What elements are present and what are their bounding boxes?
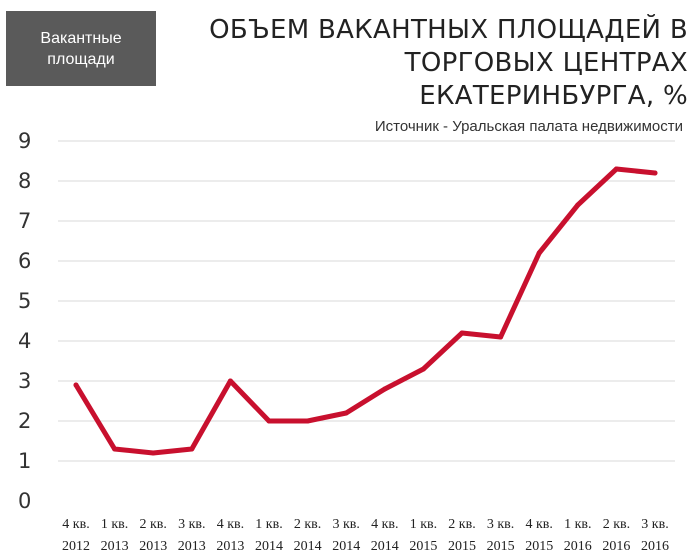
x-tick-label-quarter: 4 кв.	[62, 517, 89, 532]
section-tag-label: Вакантные площади	[40, 29, 122, 68]
y-tick-label: 6	[18, 249, 31, 273]
x-tick-label-quarter: 1 кв.	[410, 517, 437, 532]
series-line	[73, 166, 658, 456]
data-point	[189, 446, 195, 452]
x-tick-label-quarter: 2 кв.	[448, 517, 475, 532]
y-tick-label: 5	[18, 289, 31, 313]
data-point	[575, 202, 581, 208]
x-tick-label-year: 2015	[448, 539, 476, 554]
y-tick-label: 1	[18, 449, 31, 473]
y-tick-label: 7	[18, 209, 31, 233]
x-tick-label-quarter: 3 кв.	[487, 517, 514, 532]
data-point	[73, 382, 79, 388]
y-tick-label: 2	[18, 409, 31, 433]
data-point	[652, 170, 658, 176]
x-tick-label-year: 2012	[62, 539, 90, 554]
data-point	[613, 166, 619, 172]
x-tick-label-year: 2015	[409, 539, 437, 554]
data-point	[459, 330, 465, 336]
x-tick-label-year: 2016	[641, 539, 669, 554]
x-tick-label-year: 2016	[564, 539, 592, 554]
data-point	[536, 250, 542, 256]
data-point	[420, 366, 426, 372]
x-tick-label-quarter: 2 кв.	[603, 517, 630, 532]
x-tick-label-year: 2013	[139, 539, 167, 554]
x-tick-label-quarter: 2 кв.	[139, 517, 166, 532]
data-point	[112, 446, 118, 452]
x-tick-label-year: 2015	[525, 539, 553, 554]
x-tick-label-quarter: 3 кв.	[178, 517, 205, 532]
x-tick-label-quarter: 4 кв.	[217, 517, 244, 532]
x-tick-label-quarter: 1 кв.	[564, 517, 591, 532]
x-tick-label-year: 2013	[178, 539, 206, 554]
y-tick-label: 0	[18, 489, 31, 513]
x-tick-label-quarter: 1 кв.	[101, 517, 128, 532]
x-tick-label-year: 2014	[294, 539, 322, 554]
x-tick-label-quarter: 3 кв.	[641, 517, 668, 532]
source-note: Источник - Уральская палата недвижимости	[374, 118, 683, 135]
x-tick-label-quarter: 4 кв.	[371, 517, 398, 532]
y-tick-label: 4	[18, 329, 31, 353]
x-tick-label-year: 2013	[101, 539, 129, 554]
data-point	[343, 410, 349, 416]
x-tick-label-quarter: 4 кв.	[525, 517, 552, 532]
x-tick-label-quarter: 3 кв.	[332, 517, 359, 532]
x-tick-label-year: 2016	[602, 539, 630, 554]
chart-title: ОБЪЕМ ВАКАНТНЫХ ПЛОЩАДЕЙ В ТОРГОВЫХ ЦЕНТ…	[209, 15, 688, 111]
x-tick-label-year: 2015	[487, 539, 515, 554]
data-point	[150, 450, 156, 456]
data-point	[382, 386, 388, 392]
x-tick-label-quarter: 1 кв.	[255, 517, 282, 532]
y-tick-label: 9	[18, 129, 31, 153]
y-tick-label: 8	[18, 169, 31, 193]
data-point	[305, 418, 311, 424]
x-tick-label-year: 2014	[332, 539, 360, 554]
section-tag: Вакантные площади	[6, 11, 156, 86]
x-tick-label-quarter: 2 кв.	[294, 517, 321, 532]
y-tick-label: 3	[18, 369, 31, 393]
data-point	[227, 378, 233, 384]
data-point	[266, 418, 272, 424]
data-point	[498, 334, 504, 340]
x-tick-label-year: 2014	[371, 539, 399, 554]
x-tick-label-year: 2013	[216, 539, 244, 554]
x-tick-label-year: 2014	[255, 539, 283, 554]
